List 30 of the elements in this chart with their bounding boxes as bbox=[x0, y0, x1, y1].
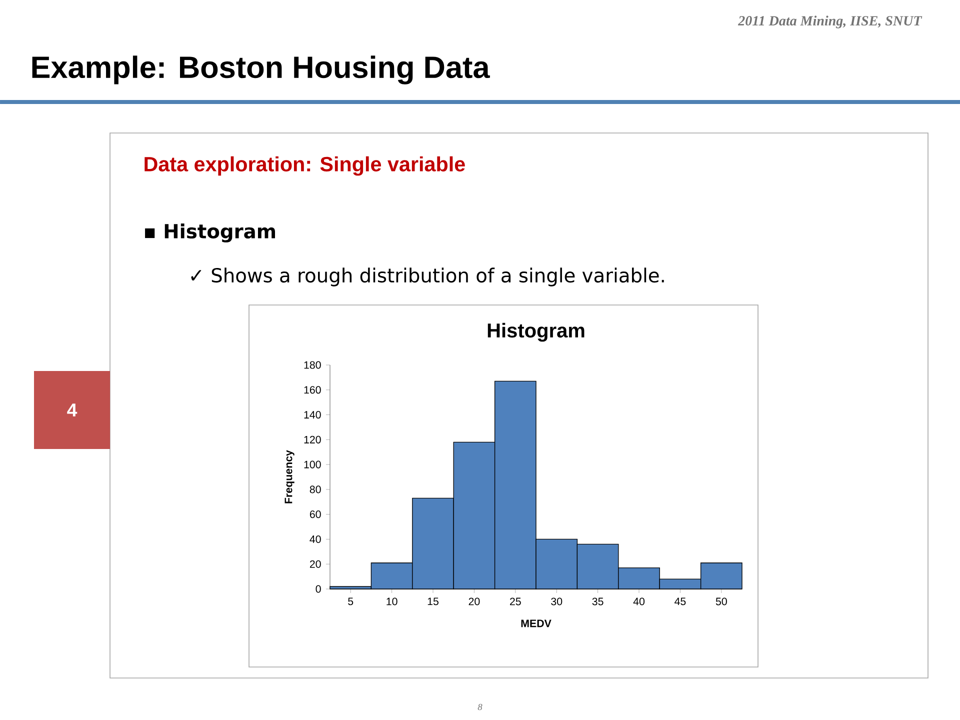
y-tick-label: 20 bbox=[310, 560, 321, 568]
x-tick-label: 30 bbox=[551, 598, 562, 606]
x-tick-label: 45 bbox=[674, 598, 686, 606]
x-tick-label: 20 bbox=[468, 598, 480, 606]
x-tick-label: 50 bbox=[716, 598, 727, 606]
x-axis-title: MEDV bbox=[521, 620, 552, 628]
text: ▪ Histogram bbox=[145, 224, 276, 242]
x-tick-label: 10 bbox=[386, 598, 398, 606]
y-tick-label: 40 bbox=[310, 535, 321, 543]
y-tick-label: 60 bbox=[310, 510, 321, 518]
y-tick-label: 80 bbox=[310, 486, 321, 494]
x-tick-label: 25 bbox=[510, 598, 521, 606]
text: 8 bbox=[478, 704, 482, 710]
text: Example: Boston Housing Data bbox=[32, 56, 490, 84]
y-axis-title: Frequency bbox=[284, 450, 294, 504]
chart-title: Histogram bbox=[488, 322, 584, 342]
x-tick-label: 15 bbox=[428, 598, 438, 606]
y-tick-label: 100 bbox=[304, 460, 321, 468]
text: 2011 Data Mining, IISE, SNUT bbox=[738, 16, 922, 28]
y-tick-label: 120 bbox=[304, 436, 321, 444]
x-tick-label: 5 bbox=[348, 598, 354, 606]
y-tick-label: 140 bbox=[304, 411, 321, 419]
y-tick-label: 160 bbox=[304, 386, 321, 394]
chart-subtitle: Data exploration: Single variable bbox=[144, 156, 465, 176]
x-tick-label: 35 bbox=[592, 598, 604, 606]
y-tick-label: 180 bbox=[304, 361, 321, 369]
text: 4 bbox=[67, 404, 78, 416]
text: ✓ Shows a rough distribution of a single variable. bbox=[191, 268, 664, 286]
y-tick-label: 0 bbox=[316, 585, 321, 593]
x-tick-label: 40 bbox=[633, 598, 645, 606]
